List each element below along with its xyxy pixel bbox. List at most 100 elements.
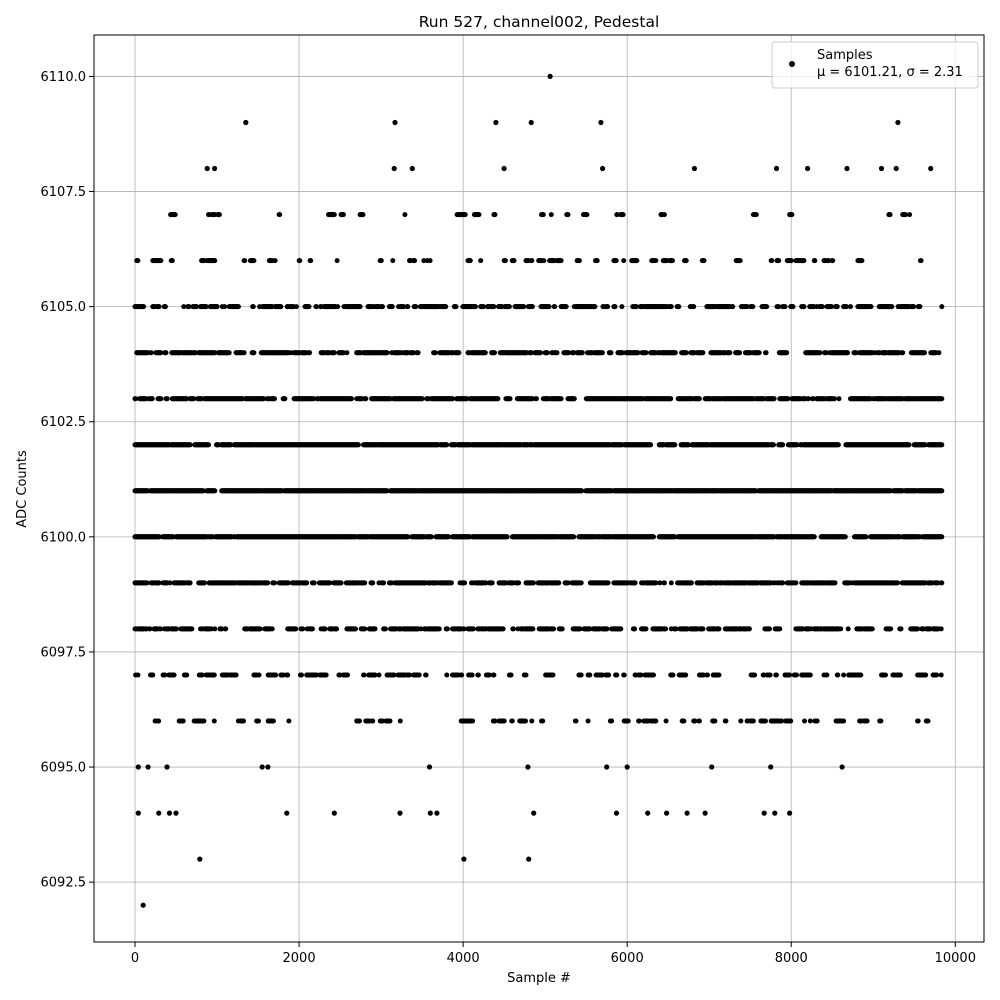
data-point — [150, 672, 156, 678]
data-point — [391, 672, 397, 678]
data-point — [841, 672, 847, 678]
data-point — [370, 718, 376, 724]
data-point — [939, 580, 945, 586]
data-point — [189, 626, 195, 632]
data-point — [257, 626, 263, 632]
data-point — [883, 672, 888, 678]
data-point — [681, 718, 687, 724]
data-point — [895, 580, 900, 586]
data-point — [144, 580, 150, 586]
data-point — [470, 626, 476, 632]
data-point — [407, 672, 412, 678]
data-point — [309, 626, 315, 632]
data-point — [311, 580, 317, 586]
data-point — [606, 672, 612, 678]
data-point — [773, 672, 779, 678]
data-point — [444, 626, 450, 632]
data-point — [370, 580, 376, 586]
data-point — [304, 580, 310, 586]
data-point — [156, 718, 162, 724]
data-point — [156, 580, 162, 586]
data-point — [663, 718, 669, 724]
data-point — [492, 718, 498, 724]
data-point — [212, 488, 218, 494]
data-point — [663, 626, 669, 632]
data-point — [824, 672, 830, 678]
data-point — [531, 580, 536, 586]
data-point — [436, 626, 442, 632]
data-point — [661, 580, 667, 586]
data-point — [523, 672, 529, 678]
data-point — [625, 718, 631, 724]
data-point — [723, 718, 729, 724]
data-point — [752, 672, 758, 678]
data-point — [523, 718, 528, 724]
data-point — [578, 672, 584, 678]
data-point — [897, 672, 903, 678]
data-point — [187, 580, 193, 586]
data-point — [832, 580, 838, 586]
data-point — [157, 626, 163, 632]
data-point — [516, 580, 522, 586]
data-point — [585, 718, 591, 724]
data-point — [272, 580, 277, 586]
data-point — [180, 718, 186, 724]
data-point — [692, 718, 698, 724]
data-point — [643, 626, 649, 632]
data-point — [285, 580, 291, 586]
data-point — [167, 580, 173, 586]
data-point — [322, 626, 328, 632]
data-point — [362, 580, 368, 586]
data-point — [469, 672, 475, 678]
data-point — [361, 672, 367, 678]
data-point — [621, 672, 627, 678]
data-point — [587, 672, 593, 678]
data-point — [323, 672, 329, 678]
data-point — [811, 534, 817, 540]
data-point — [202, 580, 207, 586]
data-point — [551, 626, 557, 632]
data-point — [256, 718, 261, 724]
data-point — [173, 626, 179, 632]
data-point — [423, 672, 429, 678]
data-point — [746, 626, 752, 632]
data-point — [668, 580, 674, 586]
data-point — [794, 672, 799, 678]
data-point — [609, 718, 615, 724]
data-point — [807, 672, 813, 678]
data-point — [211, 718, 217, 724]
data-point — [372, 626, 378, 632]
data-point — [632, 580, 638, 586]
data-point — [211, 672, 217, 678]
data-point — [673, 626, 679, 632]
data-point — [530, 626, 536, 632]
data-point — [293, 626, 299, 632]
data-point — [705, 672, 710, 678]
data-point — [270, 718, 276, 724]
data-point — [939, 534, 945, 540]
data-point — [448, 580, 454, 586]
data-point — [376, 672, 382, 678]
data-point — [501, 718, 507, 724]
data-point — [653, 718, 659, 724]
data-point — [688, 580, 694, 586]
data-point — [632, 626, 638, 632]
data-point — [241, 718, 246, 724]
data-point — [509, 718, 515, 724]
data-point — [780, 580, 786, 586]
data-point — [486, 672, 492, 678]
data-point — [767, 626, 772, 632]
data-point — [670, 672, 676, 678]
data-point — [807, 718, 813, 724]
data-point — [162, 672, 168, 678]
data-point — [614, 672, 620, 678]
data-point — [788, 718, 794, 724]
data-point — [500, 626, 506, 632]
data-point — [491, 672, 497, 678]
data-point — [475, 672, 481, 678]
data-point — [489, 580, 495, 586]
data-point — [716, 672, 722, 678]
data-point — [508, 672, 514, 678]
data-point — [767, 672, 773, 678]
